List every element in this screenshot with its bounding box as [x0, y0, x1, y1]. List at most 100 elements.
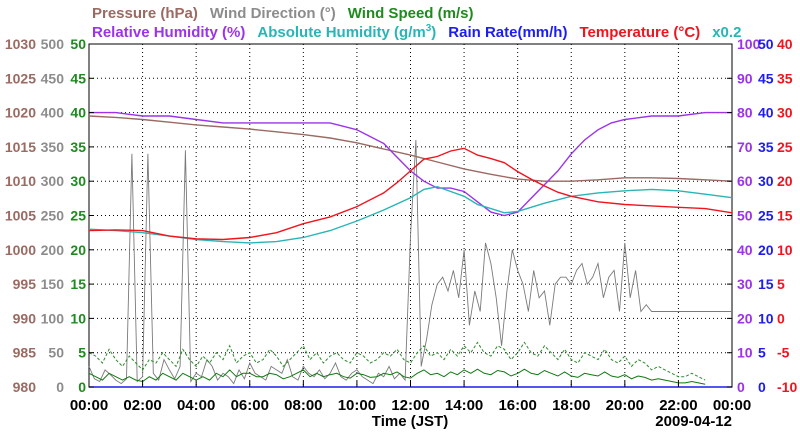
x-tick-label: 06:00 [231, 397, 269, 414]
relative-humidity-tick-label: 0 [737, 379, 745, 395]
pressure-tick-label: 1005 [5, 208, 36, 224]
legend-item: Wind Speed (m/s) [348, 5, 474, 22]
pressure-tick-label: 1020 [5, 105, 36, 121]
wind-speed-tick-label: 50 [70, 36, 86, 52]
x-tick-label: 04:00 [177, 397, 215, 414]
relative-humidity-tick-label: 50 [737, 208, 753, 224]
pressure-line [88, 115, 733, 182]
relative-humidity-tick-label: 60 [737, 173, 753, 189]
wind-speed-tick-label: 35 [70, 139, 86, 155]
legend-item-text: Absolute Humidity (g/m [257, 24, 425, 41]
wind-speed-tick-label: 20 [70, 242, 86, 258]
x-tick-label: 18:00 [552, 397, 590, 414]
x-tick-label: 16:00 [498, 397, 536, 414]
wind-speed-tick-label: 5 [78, 345, 86, 361]
rain-rate-tick-label: 35 [758, 139, 774, 155]
relative-humidity-tick-label: 90 [737, 70, 753, 86]
pressure-tick-label: 980 [13, 379, 37, 395]
wind-speed-tick-label: 25 [70, 208, 86, 224]
x-tick-label: 02:00 [123, 397, 161, 414]
rain-rate-tick-label: 45 [758, 70, 774, 86]
rain-rate-tick-label: 25 [758, 208, 774, 224]
legend-item-text: Temperature (°C) [579, 24, 700, 41]
legend-item: Rain Rate(mm/h) [448, 24, 567, 41]
wind-direction-tick-label: 0 [56, 379, 64, 395]
plot-area [88, 43, 733, 388]
date-label: 2009-04-12 [655, 413, 732, 430]
relative-humidity-tick-label: 10 [737, 345, 753, 361]
x-tick-label: 14:00 [445, 397, 483, 414]
legend-item-text: Rain Rate(mm/h) [448, 24, 567, 41]
wind-speed-tick-label: 30 [70, 173, 86, 189]
pressure-tick-label: 1030 [5, 36, 36, 52]
legend-item: Absolute Humidity (g/m3) [257, 23, 436, 41]
wind-direction-tick-label: 150 [41, 276, 65, 292]
wind-direction-tick-label: 350 [41, 139, 65, 155]
rain-rate-tick-label: 20 [758, 242, 774, 258]
temperature-tick-label: 40 [777, 36, 793, 52]
chart-axes: 00:00 02:00 04:00 06:00 08:00 10:00 12:00 14:00… [5, 36, 798, 414]
pressure-tick-label: 990 [13, 310, 37, 326]
relative-humidity-tick-label: 70 [737, 139, 753, 155]
rain-rate-tick-label: 10 [758, 310, 774, 326]
legend-item: Temperature (°C) [579, 24, 700, 41]
wind-direction-tick-label: 50 [48, 345, 64, 361]
pressure-tick-label: 1000 [5, 242, 36, 258]
rain-rate-tick-label: 40 [758, 105, 774, 121]
legend-item: x0.2 [712, 24, 741, 41]
rain-rate-tick-label: 50 [758, 36, 774, 52]
pressure-tick-label: 1010 [5, 173, 36, 189]
pressure-tick-label: 1025 [5, 70, 36, 86]
wind-direction-line [88, 139, 732, 385]
temperature-tick-label: 5 [777, 276, 785, 292]
absolute-humidity-line [88, 185, 733, 244]
temperature-tick-label: 20 [777, 173, 793, 189]
legend-item: Pressure (hPa) [92, 5, 198, 22]
x-tick-label: 12:00 [391, 397, 429, 414]
wind-direction-tick-label: 300 [41, 173, 65, 189]
rain-rate-tick-label: 0 [758, 379, 766, 395]
wind-direction-tick-label: 200 [41, 242, 65, 258]
legend-item-text: Wind Speed (m/s) [348, 5, 474, 22]
temperature-tick-label: 30 [777, 105, 793, 121]
legend-item-text: Wind Direction (°) [210, 5, 336, 22]
wind-direction-tick-label: 400 [41, 105, 65, 121]
pressure-tick-label: 985 [13, 345, 37, 361]
temperature-tick-label: 15 [777, 208, 793, 224]
relative-humidity-tick-label: 100 [737, 36, 761, 52]
wind-speed-max-line [88, 341, 706, 381]
legend-item-text: x0.2 [712, 24, 741, 41]
wind-speed-tick-label: 40 [70, 105, 86, 121]
relative-humidity-tick-label: 80 [737, 105, 753, 121]
relative-humidity-tick-label: 40 [737, 242, 753, 258]
wind-speed-tick-label: 10 [70, 310, 86, 326]
x-axis-label: Time (JST) [372, 413, 448, 430]
wind-direction-tick-label: 450 [41, 70, 65, 86]
temperature-tick-label: 10 [777, 242, 793, 258]
wind-direction-tick-label: 500 [41, 36, 65, 52]
temperature-tick-label: 35 [777, 70, 793, 86]
rain-rate-tick-label: 15 [758, 276, 774, 292]
rain-rate-tick-label: 5 [758, 345, 766, 361]
legend-item-superscript: 3 [426, 23, 432, 34]
legend-item-text: Pressure (hPa) [92, 5, 198, 22]
chart-legend: Pressure (hPa) Wind Direction (°) Wind Spe… [92, 5, 741, 41]
legend-item: Wind Direction (°) [210, 5, 336, 22]
x-tick-label: 10:00 [338, 397, 376, 414]
wind-speed-tick-label: 45 [70, 70, 86, 86]
legend-item-close: ) [431, 24, 436, 41]
pressure-tick-label: 1015 [5, 139, 36, 155]
temperature-tick-label: -10 [777, 379, 797, 395]
relative-humidity-line [89, 111, 732, 217]
wind-speed-tick-label: 15 [70, 276, 86, 292]
temperature-tick-label: 0 [777, 310, 785, 326]
legend-item: Relative Humidity (%) [92, 24, 245, 41]
x-tick-label: 00:00 [70, 397, 108, 414]
wind-speed-mean-line [88, 368, 706, 385]
x-tick-label: 22:00 [659, 397, 697, 414]
wind-speed-tick-label: 0 [78, 379, 86, 395]
x-tick-label: 00:00 [713, 397, 751, 414]
wind-direction-tick-label: 250 [41, 208, 65, 224]
temperature-tick-label: -5 [777, 345, 790, 361]
